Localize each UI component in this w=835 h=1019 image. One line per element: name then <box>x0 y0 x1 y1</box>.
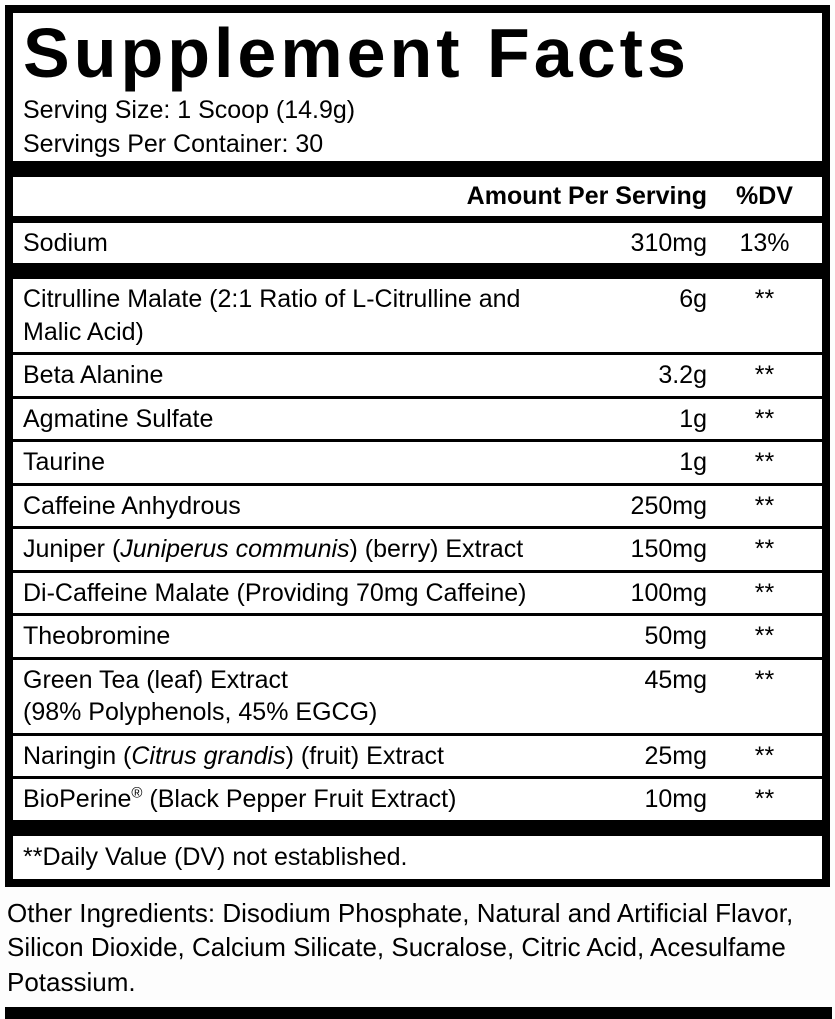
ingredient-name: Naringin (Citrus grandis) (fruit) Extrac… <box>23 741 444 770</box>
ingredient-name: Caffeine Anhydrous <box>23 491 241 520</box>
bottom-bar <box>5 1006 832 1019</box>
serving-size-line: Serving Size: 1 Scoop (14.9g) <box>23 95 356 124</box>
sodium-row: Sodium 310mg 13% <box>13 223 822 264</box>
ingredient-name: BioPerine® (Black Pepper Fruit Extract) <box>23 784 457 813</box>
ingredient-amount: 6g <box>679 285 707 313</box>
ingredient-amount: 25mg <box>644 741 707 770</box>
ingredient-dv: ** <box>754 622 775 650</box>
ingredient-dv: ** <box>754 741 775 770</box>
ingredient-dv: ** <box>754 665 775 694</box>
ingredient-row: Juniper (Juniperus communis) (berry) Ext… <box>13 526 822 570</box>
ingredient-amount: 1g <box>679 448 707 476</box>
ingredient-name: Di-Caffeine Malate (Providing 70mg Caffe… <box>23 578 527 607</box>
ingredient-amount: 1g <box>679 404 707 433</box>
ingredient-dv: ** <box>754 785 775 813</box>
ingredient-name: Agmatine Sulfate <box>23 404 214 433</box>
sodium-amount: 310mg <box>630 228 707 257</box>
percent-dv-header: %DV <box>736 181 793 210</box>
ingredient-dv: ** <box>754 535 775 563</box>
ingredient-dv: ** <box>754 448 775 476</box>
facts-box: Supplement Facts Serving Size: 1 Scoop (… <box>5 5 830 887</box>
ingredient-dv: ** <box>754 491 775 520</box>
ingredient-amount: 50mg <box>644 622 707 650</box>
ingredient-row: Theobromine 50mg ** <box>13 613 822 657</box>
ingredient-row: Citrulline Malate (2:1 Ratio of L-Citrul… <box>13 279 822 352</box>
ingredient-row: Agmatine Sulfate 1g ** <box>13 395 822 440</box>
ingredient-amount: 100mg <box>630 578 707 607</box>
ingredient-row: Green Tea (leaf) Extract (98% Polyphenols… <box>13 656 822 733</box>
divider-thick-after-sodium <box>13 263 822 279</box>
divider-medium-under-header <box>13 215 822 223</box>
ingredient-row: Caffeine Anhydrous 250mg ** <box>13 482 822 527</box>
sodium-dv: 13% <box>739 228 790 257</box>
ingredient-dv: ** <box>754 404 775 433</box>
other-ingredients-text: Other Ingredients: Disodium Phosphate, N… <box>7 898 794 997</box>
ingredient-amount: 250mg <box>630 491 707 520</box>
ingredient-row: Beta Alanine 3.2g ** <box>13 352 822 396</box>
label-title: Supplement Facts <box>23 14 690 92</box>
ingredient-name: Citrulline Malate (2:1 Ratio of L-Citrul… <box>23 285 521 346</box>
dv-footnote: **Daily Value (DV) not established. <box>23 842 408 871</box>
ingredient-dv: ** <box>754 578 775 607</box>
ingredient-name: Beta Alanine <box>23 361 164 389</box>
divider-thick-before-footnote <box>13 819 822 836</box>
ingredient-rows: Citrulline Malate (2:1 Ratio of L-Citrul… <box>13 279 822 820</box>
divider-thick-top <box>13 160 822 177</box>
ingredient-name: Taurine <box>23 448 105 476</box>
sodium-name: Sodium <box>23 228 108 257</box>
ingredient-row: BioPerine® (Black Pepper Fruit Extract) … <box>13 776 822 820</box>
ingredient-row: Di-Caffeine Malate (Providing 70mg Caffe… <box>13 569 822 614</box>
amount-per-serving-header: Amount Per Serving <box>466 181 707 210</box>
ingredient-name: Theobromine <box>23 622 171 650</box>
servings-per-container-line: Servings Per Container: 30 <box>23 129 324 158</box>
ingredient-amount: 45mg <box>644 665 707 694</box>
ingredient-row: Naringin (Citrus grandis) (fruit) Extrac… <box>13 732 822 777</box>
ingredient-dv: ** <box>754 361 775 389</box>
ingredient-name: Green Tea (leaf) Extract (98% Polyphenols… <box>23 665 378 727</box>
ingredient-row: Taurine 1g ** <box>13 439 822 483</box>
ingredient-amount: 10mg <box>644 785 707 813</box>
column-header-row: Amount Per Serving %DV <box>13 177 822 216</box>
ingredient-amount: 3.2g <box>658 361 707 389</box>
ingredient-dv: ** <box>754 285 775 313</box>
ingredient-name: Juniper (Juniperus communis) (berry) Ext… <box>23 535 524 563</box>
ingredient-amount: 150mg <box>630 535 707 563</box>
